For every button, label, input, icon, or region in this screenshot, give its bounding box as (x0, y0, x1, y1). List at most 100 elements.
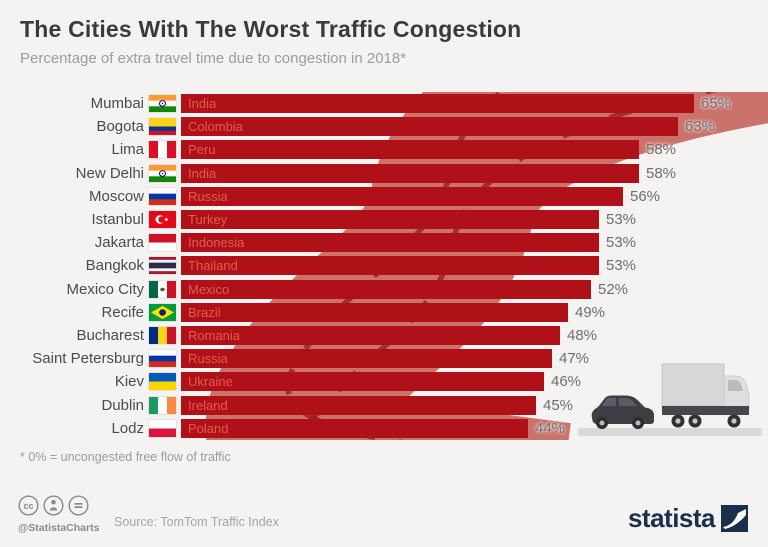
value-bar: Indonesia (181, 233, 599, 253)
attribution-icon (43, 495, 64, 516)
value-bar: India (181, 94, 694, 113)
city-label: Saint Petersburg (32, 350, 144, 368)
flag-thailand (149, 257, 176, 275)
statista-logo: statista (628, 504, 748, 532)
no-derivatives-icon (68, 495, 89, 516)
flag-peru (149, 141, 176, 159)
flag-brazil (149, 303, 176, 321)
percent-label: 56% (630, 187, 661, 205)
chart-row: Bucharest Romania 48% (0, 326, 768, 345)
flag-ireland (149, 396, 176, 414)
cc-icon: cc (18, 495, 39, 516)
percent-label: 49% (575, 303, 606, 321)
country-label: Ukraine (188, 374, 233, 390)
value-bar: Mexico (181, 279, 591, 299)
chart-row: Bogota Colombia 63% (0, 117, 768, 137)
city-label: Bogota (96, 118, 144, 136)
chart-row: Kiev Ukraine 46% (0, 372, 768, 392)
value-bar: Ireland (181, 395, 536, 415)
country-label: Indonesia (188, 235, 245, 251)
chart-row: New Delhi India 58% (0, 163, 768, 183)
value-bar: India (181, 163, 639, 183)
svg-text:cc: cc (23, 501, 33, 511)
city-label: Jakarta (94, 234, 144, 252)
value-bar: Russia (181, 349, 552, 369)
flag-russia (149, 187, 176, 205)
city-label: Moscow (88, 187, 144, 205)
flag-india (149, 164, 176, 182)
percent-label: 53% (606, 234, 637, 252)
value-bar: Romania (181, 326, 560, 345)
percent-label: 58% (646, 141, 677, 159)
city-label: Mumbai (90, 95, 144, 112)
road-strip (578, 428, 762, 436)
statista-logo-text: statista (627, 503, 716, 533)
flag-colombia (149, 118, 176, 136)
city-label: Mexico City (66, 280, 144, 298)
truck-icon (661, 363, 750, 428)
car-icon (591, 395, 654, 429)
chart-subtitle: Percentage of extra travel time due to c… (20, 50, 407, 67)
chart-row: Dublin Ireland 45% (0, 395, 768, 415)
city-label: New Delhi (75, 164, 144, 182)
value-bar: Colombia (181, 117, 678, 137)
percent-label: 44% (535, 419, 566, 437)
footnote: * 0% = uncongested free flow of traffic (20, 450, 231, 464)
flag-ukraine (149, 373, 176, 391)
value-bar: Brazil (181, 302, 568, 322)
country-label: Russia (188, 188, 228, 204)
country-label: Russia (188, 351, 228, 367)
flag-mexico (149, 280, 176, 298)
country-label: Mexico (188, 281, 230, 297)
country-label: Peru (188, 142, 216, 158)
chart-row: Moscow Russia 56% (0, 186, 768, 206)
country-label: Ireland (188, 397, 228, 413)
chart-row: Lima Peru 58% (0, 140, 768, 160)
city-label: Lima (111, 141, 144, 159)
value-bar: Thailand (181, 256, 599, 276)
statista-logo-mark (721, 504, 748, 532)
source-credit: Source: TomTom Traffic Index (114, 515, 279, 529)
flag-india (149, 95, 176, 112)
percent-label: 48% (567, 327, 598, 344)
city-label: Lodz (111, 419, 144, 437)
page-title: The Cities With The Worst Traffic Conges… (20, 16, 522, 42)
statista-charts-handle: @StatistaCharts (18, 522, 100, 534)
chart-row: Istanbul Turkey 53% (0, 210, 768, 229)
country-label: Turkey (188, 212, 228, 227)
flag-indonesia (149, 234, 176, 252)
city-label: Bucharest (76, 327, 144, 344)
value-bar: Russia (181, 186, 623, 206)
chart-row: Recife Brazil 49% (0, 302, 768, 322)
flag-poland (149, 419, 176, 437)
percent-label: 58% (646, 164, 677, 182)
city-label: Kiev (114, 373, 144, 391)
chart-row: Saint Petersburg Russia 47% (0, 349, 768, 369)
percent-label: 52% (598, 280, 629, 298)
country-label: Brazil (188, 304, 221, 320)
country-label: Romania (188, 328, 241, 343)
country-label: India (188, 165, 217, 181)
percent-label: 63% (685, 118, 716, 136)
country-label: Thailand (188, 258, 238, 274)
country-label: Colombia (188, 119, 243, 135)
flag-romania (149, 327, 176, 344)
country-label: Poland (188, 420, 229, 436)
chart-row: Jakarta Indonesia 53% (0, 233, 768, 253)
bar-chart: Mumbai India 65% Bogota Colombia 63% Lima Peru 5… (0, 94, 768, 444)
city-label: Dublin (101, 396, 144, 414)
city-label: Istanbul (91, 211, 144, 228)
city-label: Bangkok (85, 257, 144, 275)
chart-row: Mexico City Mexico 52% (0, 279, 768, 299)
license-icons: cc (18, 495, 89, 516)
chart-row: Mumbai India 65% (0, 94, 768, 113)
chart-row: Lodz Poland 44% (0, 418, 768, 438)
city-label: Recife (101, 303, 144, 321)
percent-label: 53% (606, 257, 637, 275)
flag-turkey (149, 211, 176, 228)
value-bar: Poland (181, 418, 528, 438)
percent-label: 46% (551, 373, 582, 391)
percent-label: 53% (606, 211, 637, 228)
percent-label: 45% (543, 396, 574, 414)
